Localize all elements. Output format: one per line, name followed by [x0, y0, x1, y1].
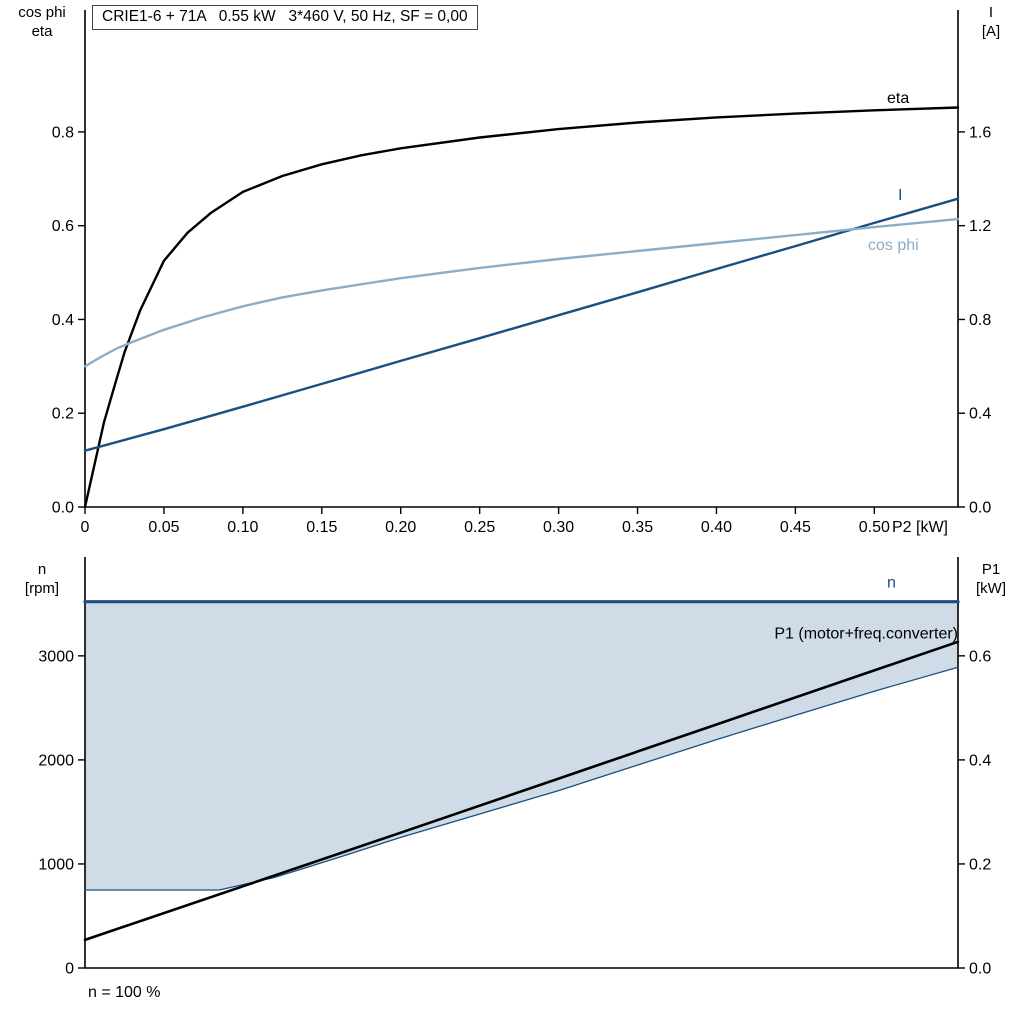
- y-left-tick-label: 0: [65, 961, 74, 978]
- top-chart-left-axis-title: cos phi eta: [0, 3, 84, 41]
- y-right-tick-label: 0.0: [969, 500, 991, 517]
- series-labels: P1 (motor+freq.converter) n: [774, 575, 958, 643]
- x-tick-label: 0.05: [148, 519, 179, 536]
- y-left-tick-label: 0.8: [52, 124, 74, 141]
- axis-frame: [84, 10, 959, 508]
- x-tick-label: 0.20: [385, 519, 416, 536]
- x-tick-label: 0.35: [622, 519, 653, 536]
- y-left-tick-label: 1000: [38, 856, 74, 873]
- y-left-tick-label: 3000: [38, 648, 74, 665]
- p1-label: P1 (motor+freq.converter): [774, 626, 958, 643]
- series: [83, 106, 960, 509]
- x-tick-label: 0.40: [701, 519, 732, 536]
- x-tick-label: 0.50: [859, 519, 890, 536]
- bottom-chart-left-axis-title: n [rpm]: [0, 560, 84, 598]
- chart-1: 0 1000 2000 3000 0.0 0.2 0.4 0.6 P1 (motor+freq.…: [38, 557, 991, 978]
- y-right-tick-label: 0.6: [969, 648, 991, 665]
- y-right-tick-label: 0.2: [969, 856, 991, 873]
- cos-phi-label: cos phi: [868, 237, 919, 254]
- left-axis-title-line1: n: [37, 561, 47, 578]
- axis-frame: [84, 557, 959, 969]
- areas: [85, 601, 958, 890]
- n-speed-label: n: [887, 575, 896, 592]
- right-axis-title-line1: I: [988, 4, 994, 21]
- y-left-tick-label: 0.2: [52, 406, 74, 423]
- left-axis-title-line1: cos phi: [18, 4, 66, 21]
- y-left-tick-label: 2000: [38, 752, 74, 769]
- x-tick-label: 0.30: [543, 519, 574, 536]
- x-tick-label: 0.10: [227, 519, 258, 536]
- current-curve: [83, 197, 960, 452]
- y-right-tick-label: 0.8: [969, 312, 991, 329]
- y-right-tick-label: 0.4: [969, 752, 991, 769]
- right-axis-title-line2: [kW]: [976, 580, 1006, 597]
- axes: 0 0.05 0.10 0.15 0.20 0.25 0.30 0.35 0.40 0.45 0.5…: [52, 10, 991, 536]
- y-right-tick-label: 0.0: [969, 961, 991, 978]
- y-right-tick-label: 1.6: [969, 124, 991, 141]
- cos-phi-curve: [83, 217, 960, 368]
- y-left-tick-label: 0.0: [52, 500, 74, 517]
- x-tick-label: 0.15: [306, 519, 337, 536]
- y-right-tick-label: 1.2: [969, 218, 991, 235]
- chart-0: 0 0.05 0.10 0.15 0.20 0.25 0.30 0.35 0.40 0.45 0.5…: [52, 10, 991, 536]
- left-axis-title-line2: eta: [31, 23, 53, 40]
- bottom-chart-right-axis-title: P1 [kW]: [960, 560, 1022, 598]
- top-chart-right-axis-title: I [A]: [960, 3, 1022, 41]
- right-axis-title-line2: [A]: [981, 23, 1001, 40]
- axes: 0 1000 2000 3000 0.0 0.2 0.4 0.6: [38, 557, 991, 978]
- left-axis-title-line2: [rpm]: [24, 580, 60, 597]
- x-tick-label: 0: [81, 519, 90, 536]
- right-axis-title-line1: P1: [981, 561, 1001, 578]
- y-right-tick-label: 0.4: [969, 406, 991, 423]
- chart-title-box: CRIE1-6 + 71A 0.55 kW 3*460 V, 50 Hz, SF…: [92, 5, 478, 30]
- eta-curve: [83, 106, 960, 509]
- series: [83, 600, 960, 942]
- eta-label: eta: [887, 90, 909, 107]
- x-tick-label: 0.45: [780, 519, 811, 536]
- p1-curve: [83, 640, 960, 942]
- speed-range-area: [85, 601, 958, 890]
- y-left-tick-label: 0.6: [52, 218, 74, 235]
- y-left-tick-label: 0.4: [52, 312, 74, 329]
- current-label: I: [898, 187, 902, 204]
- x-tick-label: 0.25: [464, 519, 495, 536]
- x-axis-label: P2 [kW]: [892, 519, 948, 536]
- speed-percent-label: n = 100 %: [88, 984, 161, 1001]
